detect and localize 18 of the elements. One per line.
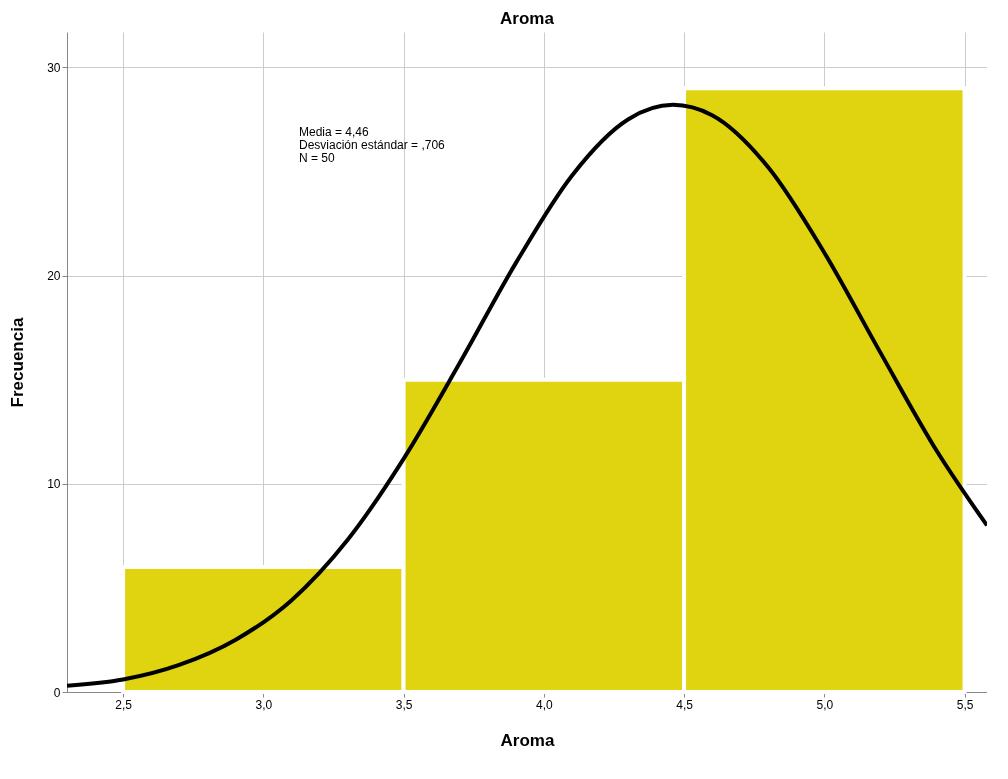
annotation: Media = 4,46 bbox=[299, 125, 370, 139]
chart-title: Aroma bbox=[500, 9, 555, 28]
y-tick-label: 30 bbox=[47, 60, 61, 75]
x-tick-label: 5,0 bbox=[816, 697, 834, 712]
x-tick-label: 4,0 bbox=[535, 697, 553, 712]
annotation: Desviación estándar = ,706 bbox=[299, 138, 446, 152]
y-tick-label: 20 bbox=[47, 269, 61, 284]
x-tick-label: 4,5 bbox=[676, 697, 694, 712]
line-series bbox=[67, 102, 987, 688]
y-tick-label: 0 bbox=[53, 685, 61, 700]
y-axis-title: Frecuencia bbox=[8, 317, 28, 408]
annotation: N = 50 bbox=[299, 151, 336, 165]
x-tick-label: 3,0 bbox=[255, 697, 273, 712]
x-tick-label: 2,5 bbox=[115, 697, 133, 712]
y-tick-label: 10 bbox=[47, 477, 61, 492]
x-tick-label: 3,5 bbox=[395, 697, 413, 712]
x-tick-label: 5,5 bbox=[956, 697, 974, 712]
x-axis-title: Aroma bbox=[500, 730, 555, 750]
